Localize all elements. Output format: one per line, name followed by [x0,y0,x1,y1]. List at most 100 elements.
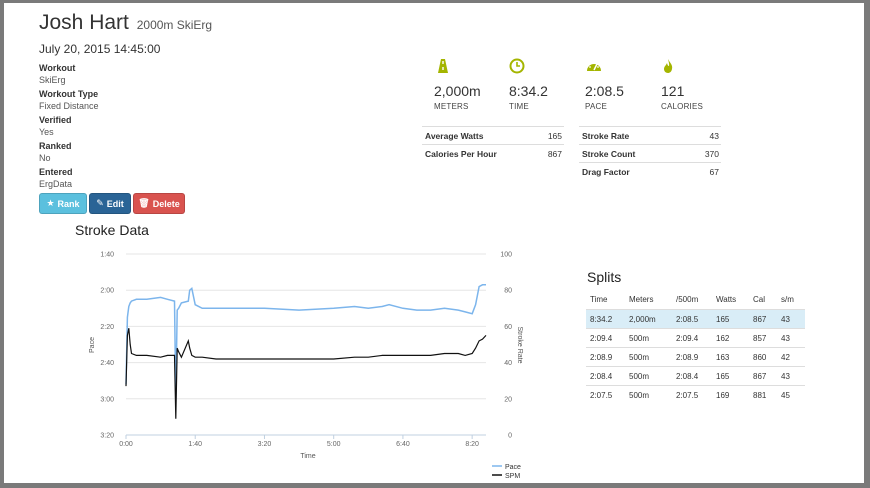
splits-title: Splits [587,269,622,285]
cell: 165 [716,315,730,324]
table-row[interactable]: 8:34.2 2,000m 2:08.5 165 867 43 [586,309,805,329]
pace-tick-label: 1:40 [100,252,114,259]
cell: 2:08.4 [590,372,613,381]
col-header: Cal [753,295,766,304]
metric-label: Calories Per Hour [425,149,497,159]
cell: 169 [716,391,730,400]
cell: 2:08.9 [590,353,613,362]
stroke-rate-tick-label: 0 [508,433,512,440]
delete-button-label: Delete [152,198,180,209]
metric-value: 43 [709,131,719,141]
cell: 43 [781,334,790,343]
cell: 8:34.2 [590,315,613,324]
cell: 2:07.5 [676,391,699,400]
stat-value: 121 [661,83,685,99]
time-tick-label: 0:00 [119,441,133,448]
detail-value: ErgData [39,179,73,189]
rank-button[interactable]: ★ Rank [39,193,87,214]
detail-value: No [39,153,51,163]
col-header: /500m [676,295,699,304]
stroke-rate-tick-label: 80 [504,288,512,295]
stroke-data-title: Stroke Data [75,222,149,238]
metric-label: Drag Factor [582,167,630,177]
pace-tick-label: 2:40 [100,360,114,367]
cell: 867 [753,315,767,324]
workout-subtitle: 2000m SkiErg [136,18,213,32]
stroke-rate-axis-title: Stroke Rate [516,327,523,364]
col-header: Watts [716,295,737,304]
pencil-icon: ✎ [96,198,104,208]
stat-time: 8:34.2 TIME [509,58,548,111]
workout-page: Josh Hart 2000m SkiErg July 20, 2015 14:… [4,3,864,483]
cell: 2:08.9 [676,353,699,362]
metric-label: Average Watts [425,131,484,141]
time-tick-label: 6:40 [396,441,410,448]
cell: 500m [629,353,650,362]
star-icon: ★ [46,198,55,208]
stat-caption: CALORIES [661,102,704,111]
page-title: Josh Hart 2000m SkiErg [39,11,212,35]
cell: 881 [753,391,767,400]
metric-row: Stroke Count 370 [579,144,721,163]
cell: 2:09.4 [590,334,613,343]
detail-value: Yes [39,127,54,137]
stat-value: 2,000m [434,83,481,99]
metric-label: Stroke Rate [582,131,630,141]
metric-row: Average Watts 165 [422,126,564,145]
cell: 860 [753,353,767,362]
workout-datetime: July 20, 2015 14:45:00 [39,42,161,56]
stat-value: 8:34.2 [509,83,548,99]
metric-value: 67 [709,167,719,177]
edit-button-label: Edit [106,198,124,209]
cell: 500m [629,391,650,400]
table-row[interactable]: 2:07.5 500m 2:07.5 169 881 45 [586,385,805,405]
cell: 43 [781,315,790,324]
stroke-rate-tick-label: 100 [500,252,512,259]
edit-button[interactable]: ✎ Edit [89,193,131,214]
table-row[interactable]: 2:09.4 500m 2:09.4 162 857 43 [586,328,805,348]
detail-value: SkiErg [39,75,66,85]
clock-icon [509,58,525,74]
stat-pace: 2:08.5 PACE [585,58,624,111]
time-axis-title: Time [300,453,315,460]
detail-value: Fixed Distance [39,101,99,111]
cell: 2,000m [629,315,656,324]
col-header: s/m [781,295,794,304]
cell: 2:08.5 [676,315,699,324]
delete-button[interactable]: 🗑 Delete [133,193,185,214]
metric-label: Stroke Count [582,149,636,159]
table-row[interactable]: 2:08.4 500m 2:08.4 165 867 43 [586,366,805,386]
metric-value: 165 [547,131,562,141]
cell: 42 [781,353,790,362]
time-tick-label: 8:20 [465,441,479,448]
legend-pace: Pace [505,464,521,471]
left-axis: 1:40 2:00 2:20 2:40 3:00 3:20 [100,252,114,440]
col-header: Time [590,295,608,304]
pace-tick-label: 3:00 [100,396,114,403]
chart-grid [126,253,486,436]
stat-caption: TIME [509,102,529,111]
detail-label: Ranked [39,141,72,151]
legend-spm: SPM [505,473,520,480]
stroke-rate-tick-label: 60 [504,324,512,331]
metric-row: Drag Factor 67 [579,162,721,181]
table-row[interactable]: 2:08.9 500m 2:08.9 163 860 42 [586,347,805,367]
cell: 43 [781,372,790,381]
time-tick-label: 3:20 [258,441,272,448]
stat-meters: 2,000m METERS [434,58,481,111]
cell: 165 [716,372,730,381]
cell: 45 [781,391,790,400]
detail-label: Workout [39,63,76,73]
stroke-rate-tick-label: 20 [504,396,512,403]
splits-header-row: Time Meters /500m Watts Cal s/m [586,290,805,309]
detail-label: Workout Type [39,89,99,99]
metric-value: 370 [704,149,719,159]
athlete-name: Josh Hart [39,11,129,34]
x-axis: 0:00 1:40 3:20 5:00 6:40 8:20 [119,434,486,448]
col-header: Meters [629,295,654,304]
cell: 2:09.4 [676,334,699,343]
cell: 2:08.4 [676,372,699,381]
cell: 857 [753,334,767,343]
cell: 500m [629,334,650,343]
speedometer-icon [587,62,601,71]
